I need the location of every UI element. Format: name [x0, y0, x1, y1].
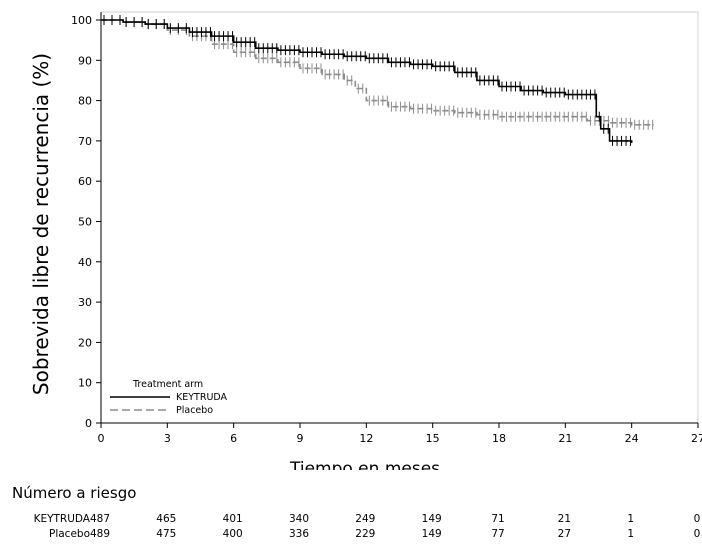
y-tick-label: 90 [78, 54, 92, 67]
x-tick-label: 0 [98, 432, 105, 445]
risk-value: 336 [288, 528, 310, 540]
risk-row-label: Placebo [48, 528, 90, 540]
y-tick-label: 40 [78, 256, 92, 269]
x-tick-label: 6 [230, 432, 237, 445]
risk-value: 249 [355, 513, 376, 525]
x-tick-label: 24 [625, 432, 639, 445]
series-line-placebo [101, 19, 654, 126]
x-axis-title: Tiempo en meses [289, 459, 440, 470]
legend-label-keytruda: KEYTRUDA [176, 392, 228, 403]
y-axis: 0 10 20 30 40 50 60 70 80 90 100 [71, 14, 101, 430]
y-tick-label: 100 [71, 14, 92, 27]
risk-value: 27 [557, 528, 572, 540]
risk-row-placebo: Placebo 489 475 400 336 229 149 77 27 1 0 [0, 528, 702, 542]
risk-value: 0 [693, 528, 701, 540]
risk-value: 475 [156, 528, 177, 540]
y-tick-label: 70 [78, 135, 92, 148]
risk-value: 77 [491, 528, 505, 540]
x-tick-label: 18 [492, 432, 506, 445]
censor-marks-placebo [103, 15, 654, 130]
plot-frame [100, 11, 699, 424]
plot-border [100, 11, 699, 424]
series-line-keytruda [101, 19, 633, 143]
legend: Treatment arm KEYTRUDA Placebo [110, 379, 228, 416]
risk-value: 465 [156, 513, 177, 525]
risk-value: 400 [222, 528, 243, 540]
risk-value: 1 [627, 513, 634, 525]
series-layer [101, 15, 654, 146]
x-tick-label: 3 [164, 432, 171, 445]
risk-value: 489 [89, 528, 111, 540]
x-axis: 0 3 6 9 12 15 18 21 24 27 [98, 423, 702, 445]
risk-value: 487 [89, 513, 111, 525]
x-tick-label: 12 [359, 432, 373, 445]
legend-title: Treatment arm [132, 379, 203, 390]
y-tick-label: 60 [78, 175, 92, 188]
risk-value: 149 [421, 528, 442, 540]
y-tick-label: 0 [85, 417, 92, 430]
risk-row-label: KEYTRUDA [33, 513, 90, 525]
y-tick-label: 10 [78, 377, 92, 390]
risk-value: 229 [355, 528, 376, 540]
risk-value: 1 [627, 528, 634, 540]
y-tick-label: 20 [78, 336, 92, 349]
risk-value: 401 [222, 513, 243, 525]
y-tick-label: 30 [78, 296, 92, 309]
x-tick-label: 15 [426, 432, 440, 445]
risk-value: 21 [557, 513, 572, 525]
censor-marks-keytruda [103, 15, 632, 146]
x-tick-label: 9 [297, 432, 304, 445]
risk-value: 0 [693, 513, 701, 525]
risk-row-keytruda: KEYTRUDA 487 465 401 340 249 149 71 21 1 0 [0, 513, 702, 527]
risk-value: 71 [491, 513, 505, 525]
y-axis-title: Sobrevida libre de recurrencia (%) [29, 53, 53, 395]
risk-value: 149 [421, 513, 442, 525]
y-tick-label: 50 [78, 216, 92, 229]
risk-table-title: Número a riesgo [12, 484, 137, 502]
risk-value: 340 [288, 513, 310, 525]
legend-label-placebo: Placebo [176, 405, 213, 416]
y-tick-label: 80 [78, 95, 92, 108]
x-tick-label: 27 [691, 432, 702, 445]
x-tick-label: 21 [558, 432, 572, 445]
